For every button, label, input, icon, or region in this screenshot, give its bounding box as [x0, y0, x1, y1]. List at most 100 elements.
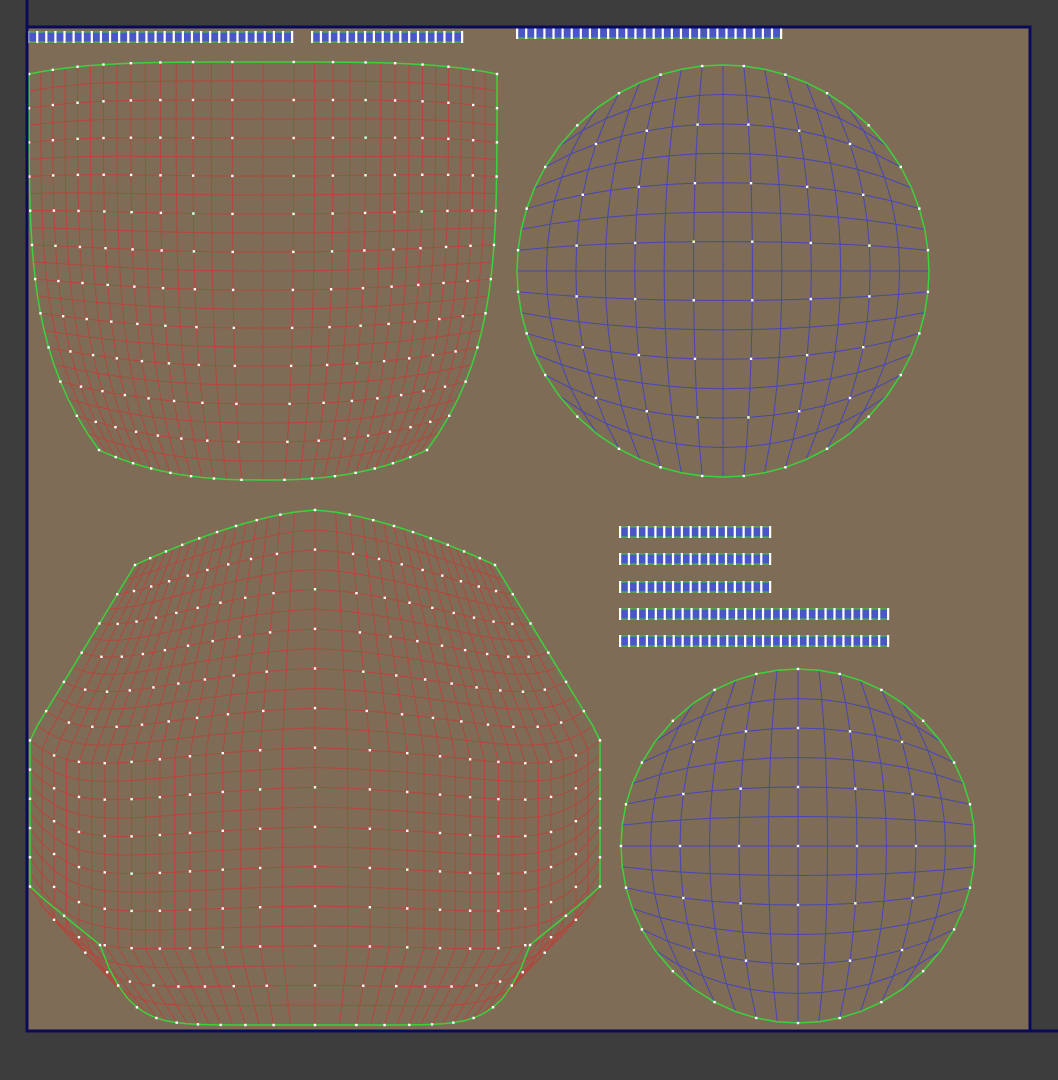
uv-vertex[interactable] — [90, 31, 93, 43]
uv-vertex[interactable] — [645, 608, 648, 620]
uv-vertex[interactable] — [682, 896, 685, 900]
uv-vertex[interactable] — [337, 31, 340, 43]
uv-vertex[interactable] — [717, 635, 720, 647]
uv-vertex[interactable] — [524, 907, 527, 910]
uv-vertex[interactable] — [141, 652, 145, 656]
uv-vertex[interactable] — [159, 136, 162, 139]
uv-vertex[interactable] — [28, 826, 32, 830]
uv-vertex[interactable] — [231, 174, 234, 178]
uv-strip-shell[interactable] — [516, 27, 783, 39]
uv-vertex[interactable] — [132, 589, 136, 593]
uv-strip-shell[interactable] — [311, 31, 464, 43]
uv-vertex[interactable] — [692, 948, 696, 952]
uv-vertex[interactable] — [136, 31, 139, 43]
uv-vertex[interactable] — [77, 209, 80, 213]
uv-vertex[interactable] — [680, 581, 683, 593]
uv-vertex[interactable] — [290, 326, 294, 330]
uv-vertex[interactable] — [755, 1016, 758, 1020]
uv-vertex[interactable] — [524, 762, 527, 765]
uv-vertex[interactable] — [564, 914, 568, 917]
uv-vertex[interactable] — [236, 31, 239, 43]
uv-vertex[interactable] — [399, 393, 403, 397]
uv-vertex[interactable] — [322, 401, 325, 405]
uv-vertex[interactable] — [659, 466, 662, 469]
uv-vertex[interactable] — [681, 608, 684, 620]
uv-vertex[interactable] — [581, 345, 584, 349]
uv-vertex[interactable] — [28, 797, 32, 801]
uv-vertex[interactable] — [77, 795, 81, 799]
uv-vertex[interactable] — [98, 622, 101, 625]
uv-vertex[interactable] — [407, 357, 411, 360]
uv-vertex[interactable] — [477, 585, 480, 588]
uv-vertex[interactable] — [751, 581, 754, 593]
uv-vertex[interactable] — [442, 281, 445, 285]
uv-vertex[interactable] — [690, 608, 693, 620]
uv-vertex[interactable] — [742, 526, 745, 538]
uv-vertex[interactable] — [131, 248, 134, 251]
uv-vertex[interactable] — [413, 320, 416, 323]
uv-vertex[interactable] — [797, 635, 800, 647]
uv-vertex[interactable] — [918, 207, 921, 210]
uv-vertex[interactable] — [203, 678, 207, 681]
uv-vertex[interactable] — [180, 543, 184, 547]
uv-vertex[interactable] — [461, 31, 464, 43]
uv-vertex[interactable] — [156, 434, 160, 437]
uv-vertex[interactable] — [333, 474, 337, 478]
uv-vertex[interactable] — [461, 315, 465, 318]
uv-vertex[interactable] — [423, 678, 427, 681]
uv-vertex[interactable] — [62, 914, 66, 917]
uv-vertex[interactable] — [51, 103, 55, 107]
uv-vertex[interactable] — [115, 357, 119, 360]
uv-vertex[interactable] — [815, 608, 818, 620]
uv-vertex[interactable] — [244, 1023, 247, 1027]
uv-vertex[interactable] — [636, 553, 639, 565]
uv-vertex[interactable] — [492, 620, 495, 623]
uv-vertex[interactable] — [536, 725, 539, 728]
uv-vertex[interactable] — [735, 608, 738, 620]
uv-vertex[interactable] — [354, 471, 357, 475]
uv-vertex[interactable] — [52, 852, 56, 856]
uv-vertex[interactable] — [447, 65, 450, 68]
uv-vertex[interactable] — [594, 396, 598, 400]
uv-vertex[interactable] — [742, 553, 745, 565]
uv-vertex[interactable] — [288, 402, 291, 406]
uv-vertex[interactable] — [258, 827, 262, 830]
uv-vertex[interactable] — [549, 830, 553, 834]
uv-vertex[interactable] — [313, 1023, 317, 1027]
uv-vertex[interactable] — [570, 27, 573, 39]
uv-vertex[interactable] — [645, 526, 648, 538]
uv-vertex[interactable] — [368, 866, 372, 870]
uv-vertex[interactable] — [129, 99, 133, 102]
uv-vertex[interactable] — [116, 593, 119, 596]
uv-vertex[interactable] — [421, 173, 424, 176]
uv-vertex[interactable] — [443, 385, 447, 388]
uv-vertex[interactable] — [406, 907, 409, 910]
uv-vertex[interactable] — [597, 27, 601, 39]
uv-vertex[interactable] — [739, 902, 742, 905]
uv-vertex[interactable] — [27, 106, 31, 110]
uv-vertex[interactable] — [27, 141, 31, 144]
uv-vertex[interactable] — [417, 283, 420, 287]
uv-vertex[interactable] — [737, 844, 741, 848]
uv-vertex[interactable] — [579, 27, 582, 39]
uv-vertex[interactable] — [78, 245, 82, 249]
uv-vertex[interactable] — [195, 325, 198, 329]
uv-vertex[interactable] — [406, 868, 409, 871]
uv-vertex[interactable] — [262, 709, 265, 713]
uv-vertex[interactable] — [468, 758, 472, 761]
uv-vertex[interactable] — [373, 467, 377, 470]
uv-vertex[interactable] — [464, 380, 467, 383]
small-disc-shell[interactable] — [619, 667, 977, 1025]
uv-vertex[interactable] — [292, 174, 295, 178]
uv-vertex[interactable] — [411, 530, 415, 534]
uv-vertex[interactable] — [598, 797, 602, 801]
uv-vertex[interactable] — [698, 27, 701, 39]
uv-vertex[interactable] — [860, 608, 863, 620]
uv-vertex[interactable] — [698, 553, 701, 565]
uv-vertex[interactable] — [918, 332, 921, 335]
uv-vertex[interactable] — [692, 299, 695, 302]
uv-vertex[interactable] — [172, 31, 175, 43]
uv-vertex[interactable] — [887, 635, 890, 647]
uv-vertex[interactable] — [158, 758, 162, 761]
uv-vertex[interactable] — [430, 1023, 434, 1026]
